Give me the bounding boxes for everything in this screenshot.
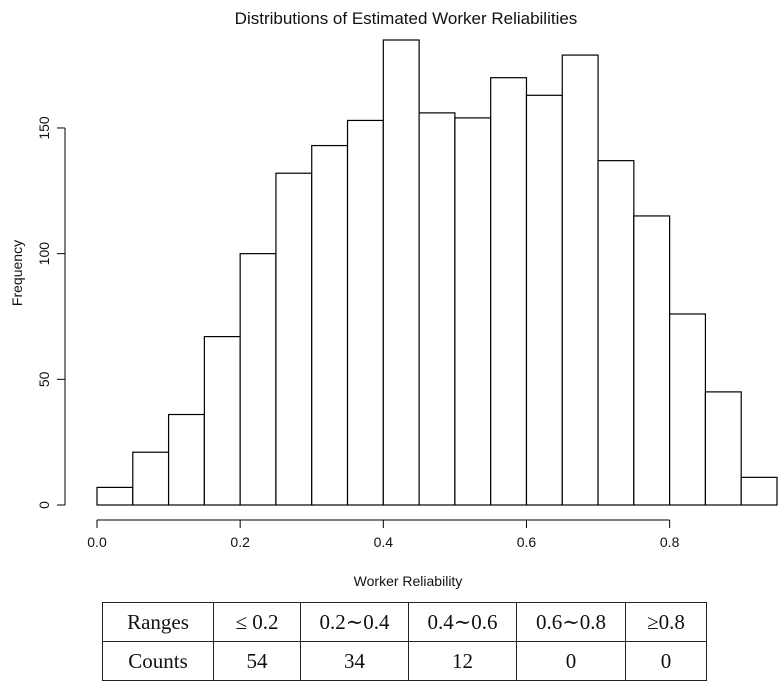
histogram-bar xyxy=(561,54,599,506)
histogram-bar xyxy=(669,313,707,506)
table-header-cell: 0.6∼0.8 xyxy=(516,602,626,642)
table-cell: 0 xyxy=(625,641,707,681)
table-row: Counts 54 34 12 0 0 xyxy=(102,641,707,681)
histogram-bar xyxy=(525,94,563,506)
histogram-bar xyxy=(597,160,635,506)
histogram-bar xyxy=(311,144,349,506)
table-header-row: Ranges ≤ 0.2 0.2∼0.4 0.4∼0.6 0.6∼0.8 ≥0.… xyxy=(102,602,707,642)
table-cell: 0 xyxy=(516,641,626,681)
histogram-bar xyxy=(239,253,277,506)
histogram-bars xyxy=(96,39,778,506)
histogram-bar xyxy=(490,77,528,506)
y-tick-label: 100 xyxy=(36,242,52,266)
table-cell: 34 xyxy=(300,641,409,681)
histogram-bar xyxy=(167,413,205,506)
table-cell: 54 xyxy=(213,641,301,681)
y-axis: 0 50 100 150 xyxy=(36,116,66,509)
histogram-chart: Distributions of Estimated Worker Reliab… xyxy=(9,9,778,589)
histogram-bar xyxy=(382,39,420,506)
table-cell: Counts xyxy=(102,641,214,681)
x-tick-label: 0.6 xyxy=(517,534,537,550)
x-tick-label: 0.4 xyxy=(374,534,394,550)
table-cell: 12 xyxy=(408,641,517,681)
x-tick-label: 0.2 xyxy=(230,534,250,550)
y-tick-label: 0 xyxy=(36,501,52,509)
x-tick-label: 0.0 xyxy=(87,534,107,550)
y-axis-label: Frequency xyxy=(9,240,25,306)
histogram-bar xyxy=(203,335,241,506)
table-header-cell: ≥0.8 xyxy=(625,602,707,642)
range-counts-table: Ranges ≤ 0.2 0.2∼0.4 0.4∼0.6 0.6∼0.8 ≥0.… xyxy=(102,602,707,681)
histogram-bar xyxy=(96,486,134,506)
histogram-bar xyxy=(740,476,778,506)
histogram-bar xyxy=(633,215,671,506)
histogram-bar xyxy=(346,119,384,506)
histogram-bar xyxy=(454,117,492,506)
y-tick-label: 150 xyxy=(36,116,52,140)
histogram-bar xyxy=(132,451,170,506)
table-header-cell: ≤ 0.2 xyxy=(213,602,301,642)
y-tick-label: 50 xyxy=(36,371,52,387)
table-header-cell: 0.2∼0.4 xyxy=(300,602,409,642)
chart-title: Distributions of Estimated Worker Reliab… xyxy=(235,9,578,28)
x-axis-label: Worker Reliability xyxy=(354,573,463,589)
histogram-bar xyxy=(418,112,456,506)
table-header-cell: Ranges xyxy=(102,602,214,642)
x-axis: 0.0 0.2 0.4 0.6 0.8 xyxy=(87,519,680,550)
histogram-svg: Distributions of Estimated Worker Reliab… xyxy=(9,9,778,589)
table-header-cell: 0.4∼0.6 xyxy=(408,602,517,642)
histogram-bar xyxy=(275,172,313,506)
x-tick-label: 0.8 xyxy=(660,534,680,550)
histogram-bar xyxy=(704,391,742,506)
